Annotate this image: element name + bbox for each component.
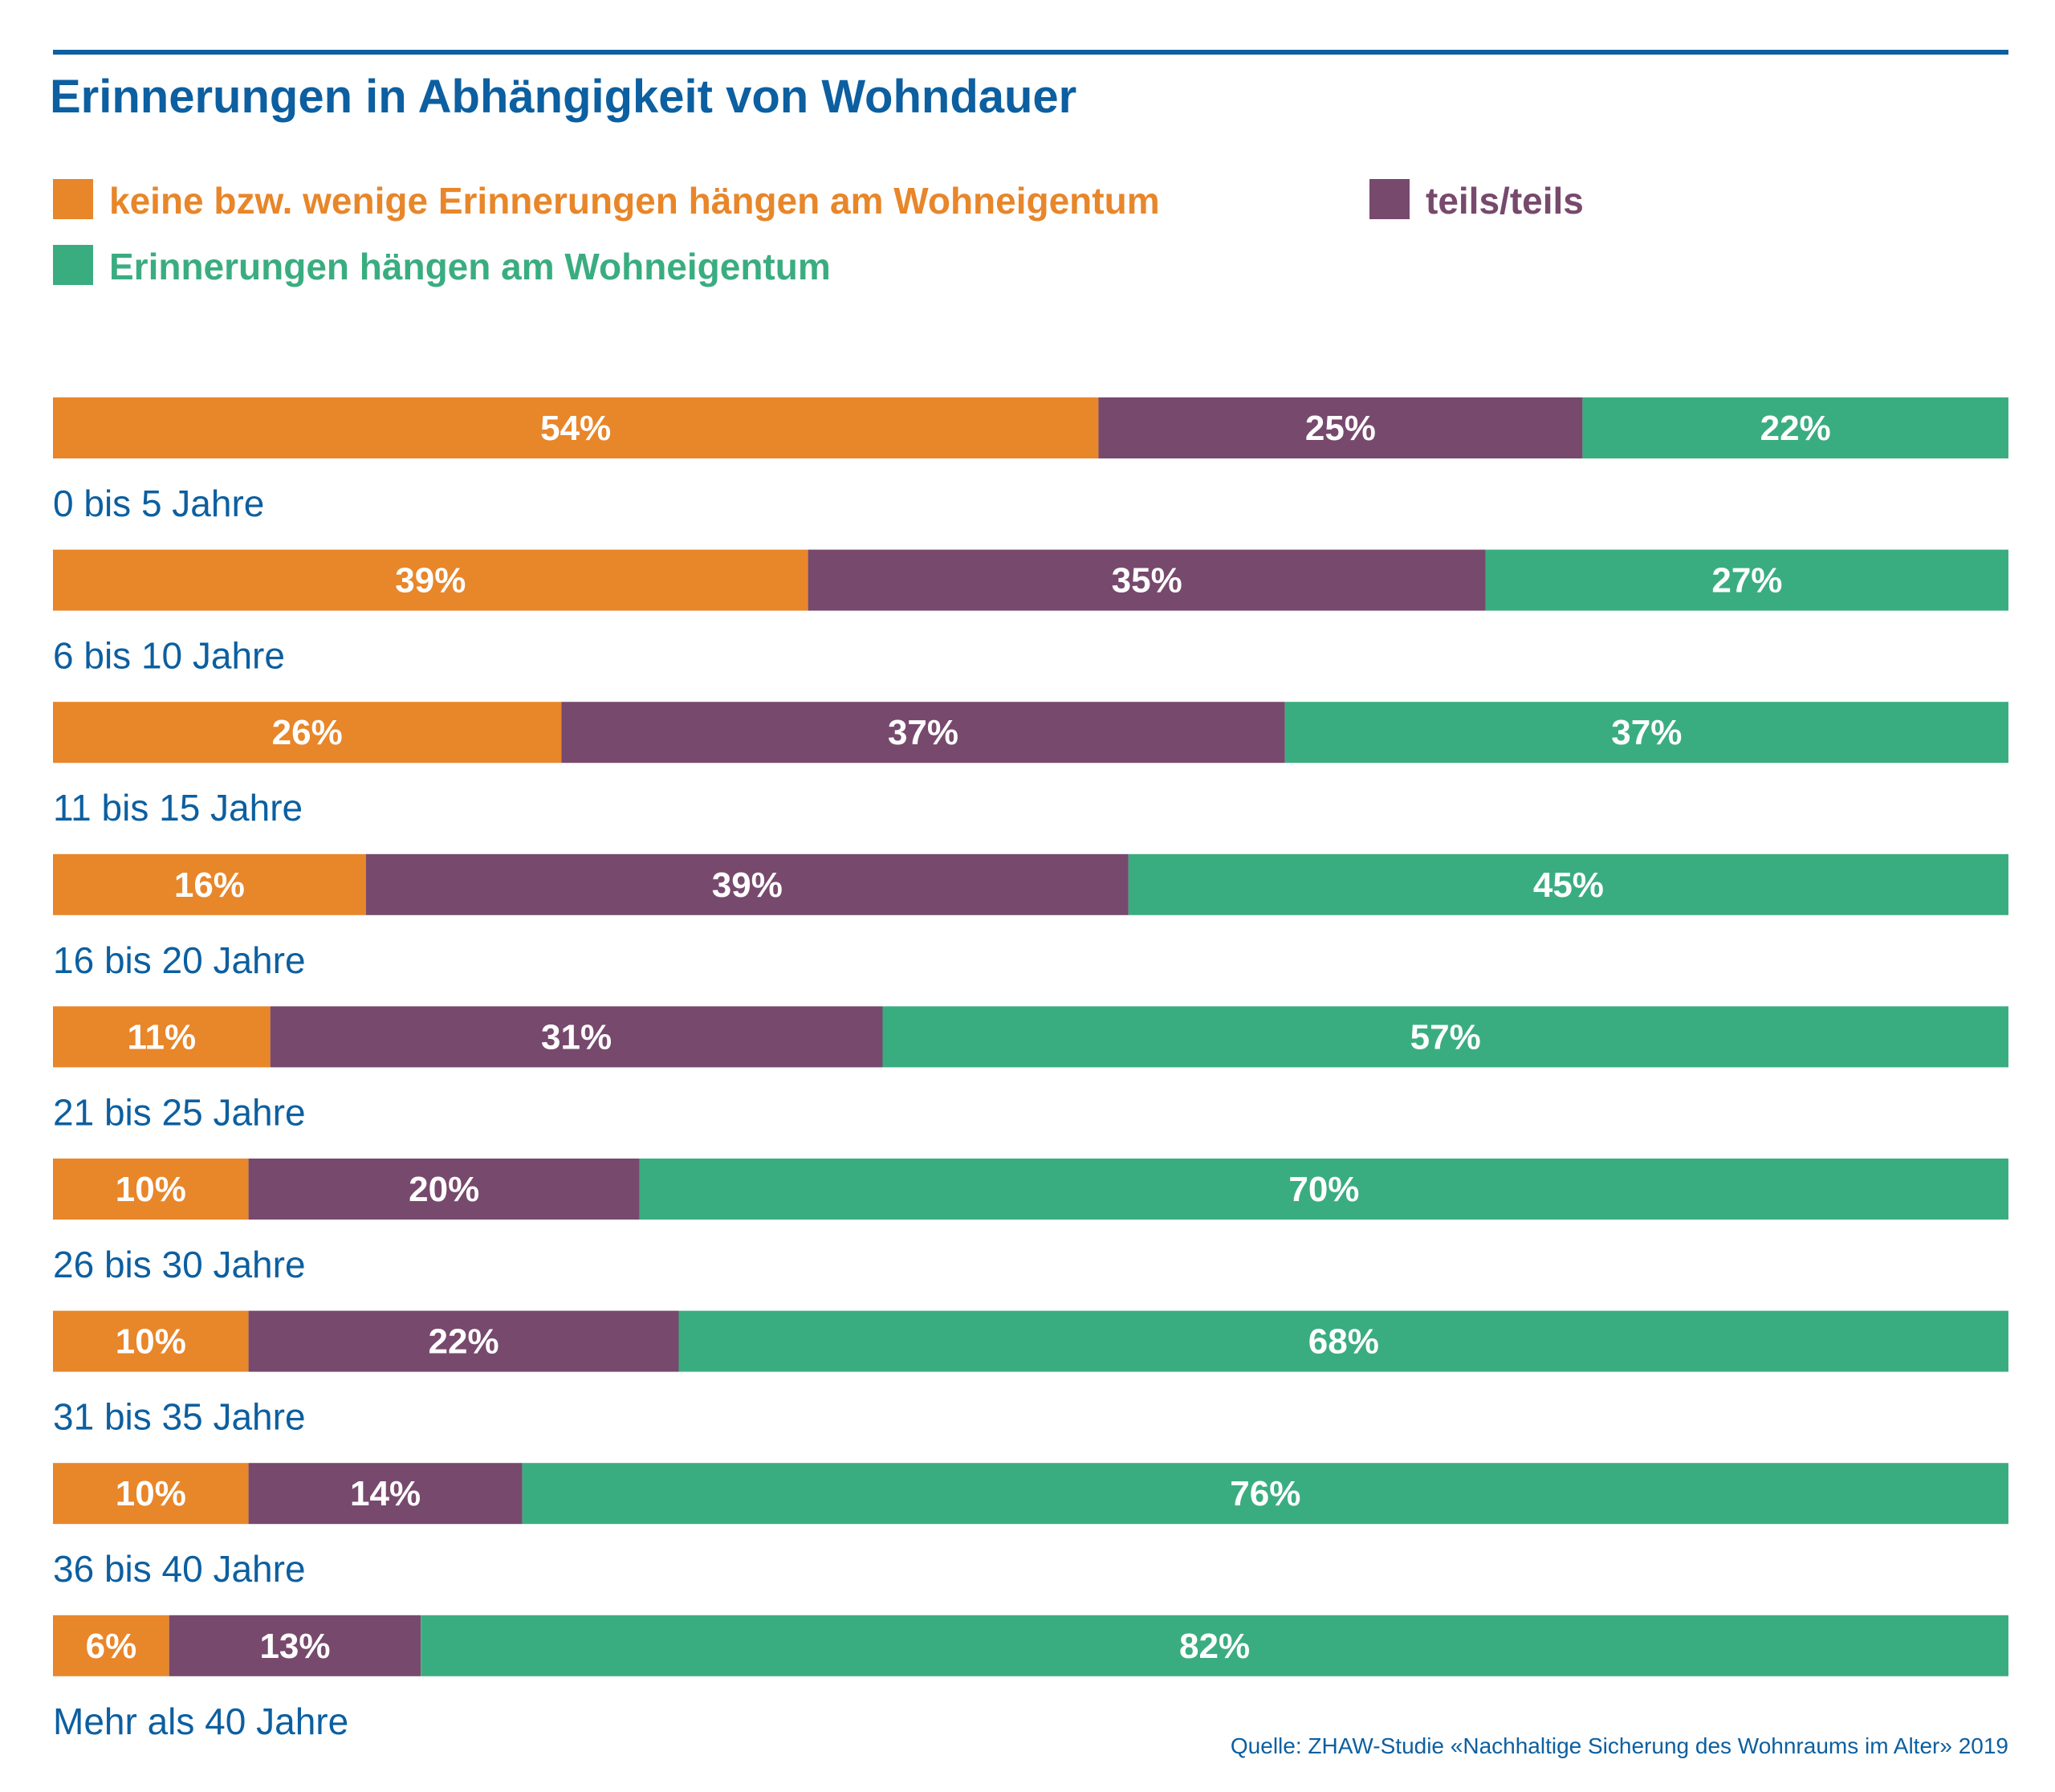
bar-segment: [882, 1006, 2008, 1068]
bar-segment: [53, 549, 808, 611]
legend: keine bzw. wenige Erinnerungen hängen am…: [53, 179, 1584, 287]
category-label: 36 bis 40 Jahre: [53, 1548, 306, 1590]
bar-segment: [639, 1159, 2008, 1220]
category-label: 0 bis 5 Jahre: [53, 483, 264, 524]
bar-value-label: 45%: [1533, 865, 1604, 905]
legend-swatch-1: [53, 179, 93, 219]
bar-value-label: 39%: [395, 561, 466, 601]
bar-value-label: 39%: [712, 865, 783, 905]
legend-label-3: Erinnerungen hängen am Wohneigentum: [109, 246, 831, 287]
bar-value-label: 68%: [1308, 1322, 1379, 1362]
category-label: 26 bis 30 Jahre: [53, 1244, 306, 1285]
category-label: 16 bis 20 Jahre: [53, 939, 306, 981]
bar-segment: [53, 1159, 249, 1220]
bar-value-label: 37%: [1611, 713, 1682, 752]
bar-value-label: 10%: [116, 1322, 186, 1362]
chart-title: Erinnerungen in Abhängigkeit von Wohndau…: [50, 71, 1076, 123]
bar-segment: [1284, 702, 2008, 764]
bar-value-label: 10%: [116, 1170, 186, 1209]
bar-value-label: 27%: [1711, 561, 1782, 601]
bar-segment: [1098, 397, 1583, 458]
category-label: 31 bis 35 Jahre: [53, 1396, 306, 1438]
bar-segment: [678, 1310, 2008, 1372]
bar-segment: [421, 1615, 2008, 1676]
bar-segment: [808, 549, 1486, 611]
bar-value-label: 11%: [127, 1017, 196, 1057]
bar-value-label: 22%: [1760, 409, 1831, 448]
top-rule: [53, 50, 2008, 55]
bar-value-label: 26%: [272, 713, 343, 752]
source-note: Quelle: ZHAW-Studie «Nachhaltige Sicheru…: [1231, 1733, 2008, 1758]
bar-value-label: 13%: [259, 1627, 330, 1666]
bar-segment: [1128, 853, 2008, 915]
bar-segment: [53, 853, 366, 915]
bar-value-label: 10%: [116, 1474, 186, 1513]
bar-value-label: 70%: [1288, 1170, 1359, 1209]
category-label: 6 bis 10 Jahre: [53, 635, 285, 677]
category-label: 11 bis 15 Jahre: [53, 787, 303, 829]
bar-segment: [1485, 549, 2008, 611]
bar-value-label: 6%: [86, 1627, 137, 1666]
bar-segment: [270, 1006, 883, 1068]
legend-swatch-2: [1369, 179, 1410, 219]
bar-value-label: 57%: [1410, 1017, 1481, 1057]
bar-value-label: 31%: [541, 1017, 612, 1057]
bar-segment: [561, 702, 1285, 764]
category-label: Mehr als 40 Jahre: [53, 1700, 348, 1742]
bar-segment: [169, 1615, 421, 1676]
bar-segment: [53, 702, 562, 764]
bar-value-label: 14%: [350, 1474, 421, 1513]
bar-segment: [53, 397, 1099, 458]
bar-segment: [1582, 397, 2008, 458]
bar-value-label: 20%: [409, 1170, 479, 1209]
bar-segment: [522, 1463, 2008, 1525]
bar-segment: [53, 1310, 249, 1372]
bar-value-label: 82%: [1179, 1627, 1250, 1666]
bar-segment: [248, 1310, 679, 1372]
bar-value-label: 25%: [1305, 409, 1376, 448]
bar-value-label: 35%: [1112, 561, 1182, 601]
bar-value-label: 22%: [429, 1322, 499, 1362]
bar-segment: [248, 1159, 640, 1220]
bar-segment: [53, 1615, 169, 1676]
legend-label-1: keine bzw. wenige Erinnerungen hängen am…: [109, 180, 1160, 222]
bar-segment: [53, 1006, 271, 1068]
legend-label-2: teils/teils: [1426, 180, 1584, 222]
bar-value-label: 16%: [174, 865, 245, 905]
legend-swatch-3: [53, 245, 93, 285]
bar-value-label: 54%: [540, 409, 611, 448]
bar-segment: [365, 853, 1129, 915]
bar-segment: [53, 1463, 249, 1525]
bar-segment: [248, 1463, 523, 1525]
category-label: 21 bis 25 Jahre: [53, 1091, 306, 1133]
bars: 54% 25% 22% 0 bis 5 Jahre 39% 35% 27% 6 bis 10 …: [53, 397, 2008, 1742]
bar-value-label: 76%: [1230, 1474, 1300, 1513]
bar-value-label: 37%: [888, 713, 958, 752]
